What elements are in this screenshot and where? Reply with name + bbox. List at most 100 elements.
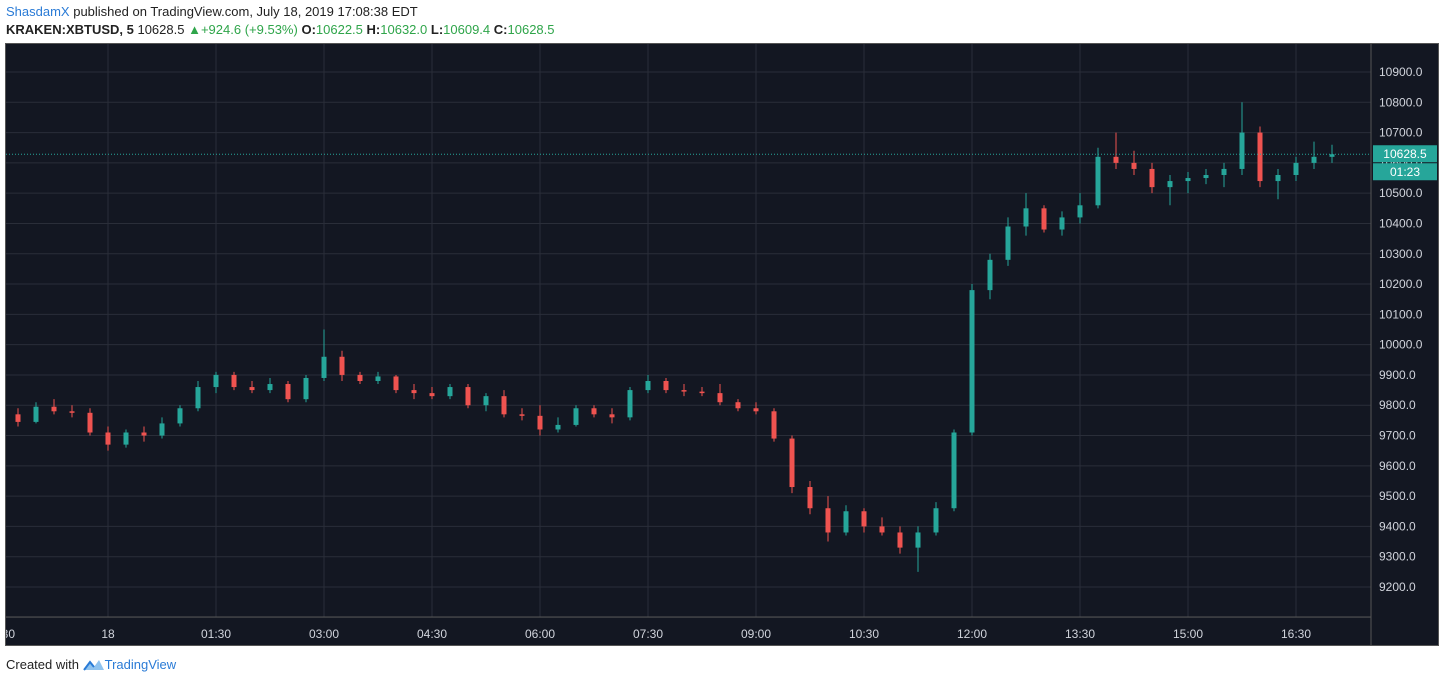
tradingview-logo-icon <box>82 659 104 671</box>
candle-body <box>681 390 687 392</box>
x-tick-label: 18 <box>101 627 115 641</box>
last-price: 10628.5 <box>137 22 185 37</box>
candle-body <box>195 387 201 409</box>
candle-body <box>483 396 489 406</box>
up-triangle-icon: ▲ <box>188 22 201 37</box>
candle-body <box>609 414 615 418</box>
candle-body <box>1077 205 1083 218</box>
x-tick-label: 12:00 <box>957 627 987 641</box>
candle-body <box>393 376 399 391</box>
y-tick-label: 9200.0 <box>1379 580 1416 594</box>
y-tick-label: 10400.0 <box>1379 216 1423 230</box>
candle-body <box>789 438 795 488</box>
change-value: +924.6 (+9.53%) <box>200 22 298 37</box>
x-tick-label: 22:30 <box>6 627 15 641</box>
y-tick-label: 10900.0 <box>1379 65 1423 79</box>
candle-body <box>1023 208 1029 227</box>
candle-body <box>1329 154 1335 157</box>
x-tick-label: 10:30 <box>849 627 879 641</box>
candle-body <box>87 412 93 433</box>
y-tick-label: 10500.0 <box>1379 186 1423 200</box>
candle-body <box>249 387 255 391</box>
candle-body <box>555 424 561 430</box>
y-tick-label: 9300.0 <box>1379 550 1416 564</box>
low-label: L: <box>430 22 444 37</box>
y-tick-label: 9700.0 <box>1379 429 1416 443</box>
published-text: published on TradingView.com, July 18, 2… <box>73 4 418 19</box>
candle-body <box>861 511 867 527</box>
tradingview-link[interactable]: TradingView <box>82 657 177 672</box>
candle-body <box>1167 181 1173 188</box>
candle-body <box>1005 226 1011 260</box>
author-name[interactable]: ShasdamX <box>6 4 70 19</box>
countdown-text: 01:23 <box>1390 165 1420 179</box>
symbol-label: KRAKEN:XBTUSD, 5 <box>6 22 134 37</box>
candle-body <box>1203 175 1209 179</box>
candle-body <box>159 423 165 436</box>
candle-body <box>717 393 723 403</box>
symbol-info-bar: KRAKEN:XBTUSD, 5 10628.5 ▲+924.6 (+9.53%… <box>6 22 555 37</box>
x-tick-label: 15:00 <box>1173 627 1203 641</box>
candle-body <box>1149 168 1155 188</box>
x-tick-label: 04:30 <box>417 627 447 641</box>
candle-body <box>1041 208 1047 230</box>
x-tick-label: 16:30 <box>1281 627 1311 641</box>
y-tick-label: 10000.0 <box>1379 338 1423 352</box>
x-tick-label: 06:00 <box>525 627 555 641</box>
candle-body <box>51 406 57 412</box>
candle-body <box>285 384 291 400</box>
candle-body <box>33 406 39 422</box>
candle-body <box>591 408 597 415</box>
candle-body <box>231 374 237 388</box>
x-tick-label: 09:00 <box>741 627 771 641</box>
candle-body <box>177 408 183 424</box>
y-tick-label: 10800.0 <box>1379 95 1423 109</box>
candle-body <box>429 393 435 397</box>
candle-body <box>1239 132 1245 169</box>
countdown-badge <box>1373 163 1437 181</box>
y-tick-label: 9900.0 <box>1379 368 1416 382</box>
candle-body <box>915 532 921 548</box>
candle-body <box>879 526 885 533</box>
candle-body <box>843 511 849 533</box>
candle-body <box>1095 156 1101 206</box>
candle-body <box>1131 162 1137 169</box>
candle-body <box>519 414 525 416</box>
close-value: 10628.5 <box>507 22 555 37</box>
y-tick-label: 10100.0 <box>1379 307 1423 321</box>
candle-body <box>537 415 543 430</box>
candle-body <box>699 391 705 394</box>
candle-body <box>1059 217 1065 230</box>
candle-body <box>1221 168 1227 175</box>
candle-body <box>339 356 345 375</box>
candle-body <box>303 377 309 400</box>
candle-body <box>735 402 741 409</box>
candlestick-chart[interactable]: 10900.010800.010700.010600.010500.010400… <box>6 44 1438 645</box>
high-label: H: <box>366 22 381 37</box>
candle-body <box>123 432 129 445</box>
candle-body <box>1185 178 1191 182</box>
candle-body <box>1275 175 1281 182</box>
candle-body <box>1257 132 1263 182</box>
last-price-badge <box>1373 145 1437 163</box>
x-tick-label: 13:30 <box>1065 627 1095 641</box>
open-value: 10622.5 <box>315 22 363 37</box>
y-tick-label: 9500.0 <box>1379 489 1416 503</box>
candle-body <box>1293 162 1299 175</box>
candle-body <box>573 408 579 425</box>
created-with-text: Created with <box>6 657 79 672</box>
x-tick-label: 01:30 <box>201 627 231 641</box>
y-tick-label: 9800.0 <box>1379 398 1416 412</box>
candle-body <box>951 432 957 509</box>
candle-body <box>375 376 381 381</box>
candle-body <box>501 396 507 415</box>
y-tick-label: 10300.0 <box>1379 247 1423 261</box>
candle-body <box>267 384 273 391</box>
candle-body <box>825 508 831 533</box>
candle-body <box>1311 156 1317 163</box>
candle-body <box>465 387 471 406</box>
brand-label: TradingView <box>104 657 177 672</box>
candle-body <box>753 408 759 412</box>
chart-area[interactable]: 10900.0 10800.0 10700.0 10600.0 10500.0 10400… <box>5 43 1439 646</box>
candle-body <box>411 390 417 394</box>
